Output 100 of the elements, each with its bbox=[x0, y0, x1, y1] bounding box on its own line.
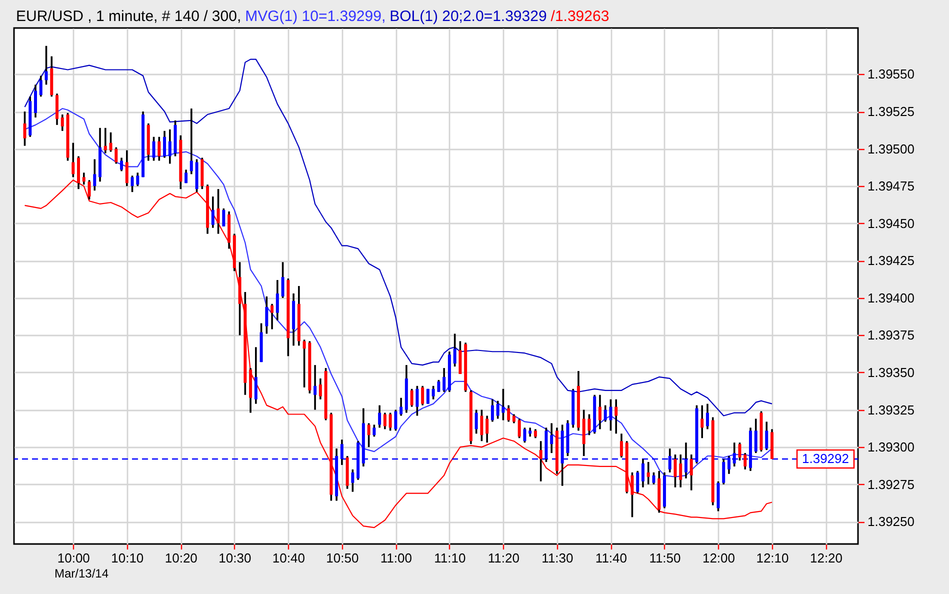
candlestick bbox=[507, 404, 510, 423]
candlestick bbox=[109, 131, 112, 153]
candlestick bbox=[700, 404, 704, 440]
y-tick-label: 1.39400 bbox=[868, 290, 914, 306]
candlestick bbox=[437, 379, 440, 393]
x-tick-label: 10:40 bbox=[272, 550, 305, 566]
candlestick bbox=[184, 168, 188, 184]
candlestick bbox=[302, 338, 306, 388]
candlestick bbox=[400, 396, 403, 417]
candlestick bbox=[351, 468, 354, 493]
x-tick-label: 11:00 bbox=[380, 550, 412, 566]
candlestick bbox=[163, 130, 166, 159]
x-tick-label: 12:00 bbox=[702, 550, 736, 566]
candlestick bbox=[222, 208, 226, 228]
candlestick bbox=[738, 442, 742, 462]
candlestick bbox=[416, 385, 419, 417]
ref-line-label: 1.39292 bbox=[802, 450, 850, 466]
x-axis-title: Mar/13/14 bbox=[54, 566, 109, 580]
candlestick bbox=[318, 378, 322, 400]
candlestick bbox=[394, 408, 398, 432]
candlestick bbox=[130, 174, 134, 193]
x-tick-label: 12:10 bbox=[756, 550, 789, 566]
candlestick bbox=[254, 346, 258, 405]
candlestick bbox=[93, 158, 96, 192]
candlestick bbox=[706, 402, 709, 430]
candlestick bbox=[44, 44, 48, 86]
candlestick bbox=[383, 412, 386, 430]
candlestick bbox=[609, 398, 612, 432]
candlestick bbox=[426, 388, 430, 405]
candlestick bbox=[646, 461, 650, 486]
candlestick bbox=[588, 413, 591, 436]
candlestick bbox=[636, 470, 640, 494]
candlestick bbox=[388, 412, 392, 432]
candlestick bbox=[211, 196, 214, 229]
y-tick-label: 1.39450 bbox=[868, 216, 914, 231]
y-tick-label: 1.39500 bbox=[868, 141, 914, 156]
candlestick bbox=[270, 302, 274, 330]
candlestick bbox=[598, 394, 602, 430]
x-tick-label: 11:40 bbox=[595, 550, 627, 566]
candlestick bbox=[690, 454, 693, 492]
x-tick-label: 11:50 bbox=[649, 550, 681, 566]
candlestick bbox=[652, 472, 656, 486]
x-tick-label: 11:20 bbox=[488, 550, 520, 566]
candlestick bbox=[136, 172, 140, 187]
chart-title: EUR/USD , 1 minute, # 140 / 300, bbox=[16, 8, 242, 25]
candlestick bbox=[458, 340, 462, 375]
text: /1.39263 bbox=[550, 8, 610, 25]
candlestick bbox=[744, 452, 747, 470]
candlestick bbox=[474, 408, 478, 435]
y-tick-label: 1.39250 bbox=[868, 514, 914, 530]
y-tick-label: 1.39475 bbox=[868, 178, 914, 194]
candlestick bbox=[604, 404, 607, 423]
candlestick bbox=[216, 188, 220, 235]
candlestick bbox=[60, 114, 64, 132]
candlestick bbox=[480, 408, 484, 442]
candlestick bbox=[502, 388, 505, 422]
x-tick-label: 10:30 bbox=[218, 550, 252, 566]
x-tick-label: 12:20 bbox=[810, 550, 843, 566]
text: MVG(1) 10=1.39299, bbox=[245, 8, 386, 25]
candlestick bbox=[410, 388, 414, 408]
y-tick-label: 1.39300 bbox=[868, 440, 914, 455]
y-tick-label: 1.39375 bbox=[868, 328, 914, 343]
y-tick-label: 1.39425 bbox=[868, 253, 914, 268]
candlestick bbox=[125, 149, 128, 187]
candlestick bbox=[367, 422, 370, 448]
candlestick bbox=[190, 108, 193, 176]
candlestick bbox=[378, 404, 382, 429]
candlestick bbox=[23, 110, 26, 147]
candlestick bbox=[168, 128, 172, 165]
candlestick bbox=[421, 385, 424, 406]
candlestick bbox=[114, 146, 118, 165]
candlestick bbox=[72, 142, 75, 178]
candlestick bbox=[614, 398, 618, 435]
candlestick bbox=[518, 418, 521, 440]
candlestick bbox=[679, 454, 682, 488]
candlestick bbox=[630, 472, 634, 518]
candlestick bbox=[442, 367, 446, 393]
candlestick bbox=[281, 261, 284, 299]
candlestick bbox=[674, 454, 677, 488]
candlestick bbox=[432, 385, 435, 400]
candlestick bbox=[550, 422, 554, 454]
y-tick-label: 1.39350 bbox=[868, 364, 914, 380]
y-tick-label: 1.39550 bbox=[868, 66, 914, 82]
candlestick bbox=[120, 156, 124, 172]
y-tick-label: 1.39525 bbox=[868, 104, 914, 120]
candlestick bbox=[539, 440, 542, 482]
candlestick bbox=[39, 74, 42, 98]
candlestick bbox=[276, 279, 279, 322]
x-tick-label: 10:10 bbox=[111, 550, 144, 566]
candlestick bbox=[486, 414, 489, 444]
y-tick-label: 1.39275 bbox=[868, 476, 914, 492]
candlestick bbox=[158, 136, 161, 162]
x-tick-label: 11:10 bbox=[434, 550, 466, 566]
x-tick-label: 11:30 bbox=[542, 550, 574, 566]
candlestick bbox=[765, 420, 768, 451]
x-tick-label: 10:20 bbox=[164, 550, 198, 566]
candlestick bbox=[265, 296, 268, 335]
candlestick bbox=[490, 398, 494, 423]
candlestick bbox=[372, 424, 376, 438]
candlestick bbox=[56, 92, 59, 126]
